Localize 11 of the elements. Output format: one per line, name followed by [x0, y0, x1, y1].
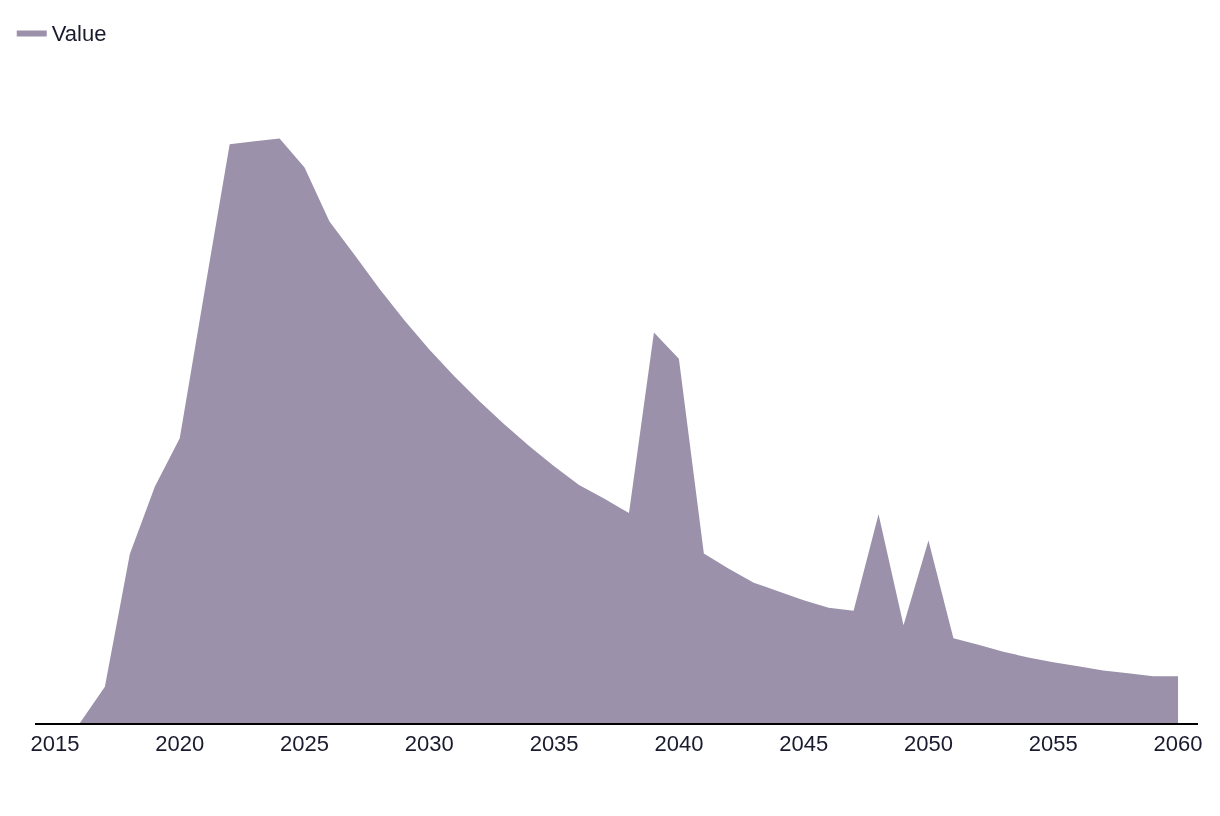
x-tick-label: 2035	[529, 731, 579, 757]
x-tick-label: 2030	[404, 731, 454, 757]
legend-label: Value	[51, 21, 107, 47]
x-tick-label: 2015	[30, 731, 80, 757]
x-tick-label: 2045	[779, 731, 829, 757]
x-tick-label: 2055	[1028, 731, 1078, 757]
x-tick-label: 2020	[155, 731, 205, 757]
x-tick-label: 2025	[280, 731, 330, 757]
x-tick-label: 2050	[903, 731, 953, 757]
x-tick-label: 2040	[654, 731, 704, 757]
x-tick-label: 2060	[1153, 731, 1203, 757]
